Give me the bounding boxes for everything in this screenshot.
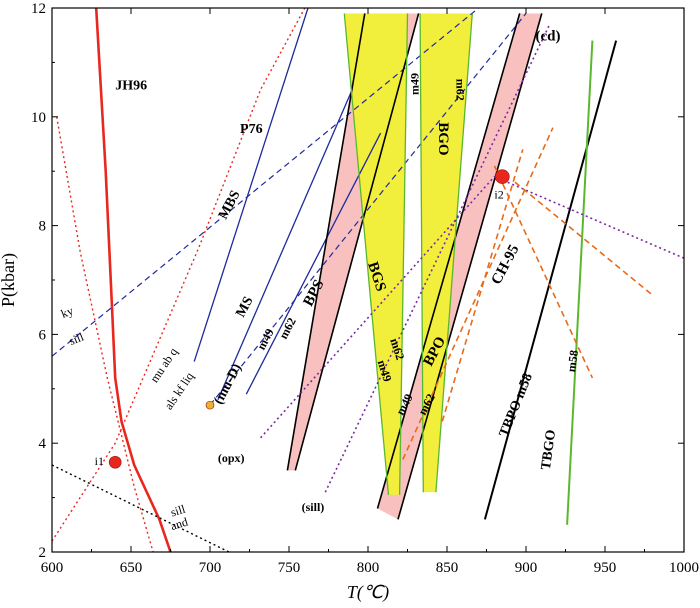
annotation-m62-12: m62: [453, 79, 467, 101]
x-tick-label-850: 850: [436, 560, 459, 576]
line-ch-95-a: [402, 127, 554, 460]
line-ky-sill-blue-2: [209, 13, 527, 406]
line-mbs: [217, 89, 353, 400]
x-tick-label-650: 650: [120, 560, 143, 576]
annotation-i1-24: i1: [95, 454, 104, 468]
annotation-ky-26: ky: [59, 303, 75, 320]
point-i2: [494, 169, 510, 184]
annotation-m49-11: m49: [408, 73, 422, 95]
annotation-m49-5: m49: [254, 326, 277, 352]
band-bgo: [420, 13, 473, 493]
annotation-jh96-0: JH96: [115, 79, 147, 94]
y-axis-title: P(kbar): [0, 253, 19, 307]
x-tick-label-700: 700: [199, 560, 222, 576]
line-ch-95-b: [441, 149, 524, 422]
y-tick-label-2: 2: [39, 545, 47, 561]
y-tick-label-4: 4: [39, 436, 47, 452]
line-ky-sill-blue: [51, 7, 479, 357]
line-bps-m62: [294, 13, 420, 471]
annotation-p76-1: P76: [240, 122, 263, 137]
line-bgo-m49: [419, 13, 424, 493]
x-tick-label-950: 950: [594, 560, 617, 576]
point-i1: [108, 455, 122, 469]
line-tbgo-m58: [566, 40, 594, 525]
annotation-tbpo-m58-18: TBPO m58: [497, 371, 536, 439]
line-p76: [193, 7, 309, 362]
x-tick-label-1000: 1000: [669, 560, 699, 576]
bands-layer: [287, 13, 542, 520]
x-tick-label-800: 800: [357, 560, 380, 576]
points-layer: [108, 169, 510, 469]
y-tick-label-10: 10: [31, 110, 46, 126]
x-axis-ticks: 600 650 700 750 800 850 900 950 1000: [41, 8, 699, 576]
y-axis-ticks: 2 4 6 8 10 12: [31, 1, 684, 561]
line-ky-sill: [56, 116, 154, 553]
point-mu-d: [205, 400, 215, 410]
x-tick-label-900: 900: [515, 560, 538, 576]
x-tick-label-750: 750: [278, 560, 301, 576]
line-bgs-m62: [398, 13, 409, 495]
line-sill: [324, 23, 551, 493]
annotation-tbgo-19: TBGO: [539, 429, 559, 471]
y-tick-label-6: 6: [39, 327, 47, 343]
line-mu-ab-q-als-kf-liq: [51, 7, 306, 542]
x-tick-label-600: 600: [41, 560, 64, 576]
annotation-als-kf-liq-29: als kf liq: [161, 370, 196, 413]
annotation-m62-9: m62: [387, 336, 407, 361]
annotation-ms-3: MS: [233, 294, 256, 320]
band-bgs: [344, 13, 408, 495]
annotation-opx-22: (opx): [218, 451, 245, 465]
line-bgo-m62: [435, 13, 473, 493]
line-ch-95-d: [493, 165, 594, 379]
annotation-cd-17: (cd): [535, 29, 560, 45]
y-tick-label-12: 12: [31, 1, 46, 17]
y-tick-label-8: 8: [39, 219, 47, 235]
annotation-m58-20: m58: [564, 349, 581, 373]
annotation-sill-23: (sill): [302, 500, 325, 514]
line-opx: [260, 175, 685, 439]
line-bgs-m49: [343, 13, 390, 495]
annotation-sill-30: sill: [169, 502, 188, 520]
line-jh96: [94, 7, 172, 553]
line-bpo-m62: [397, 13, 543, 520]
x-axis-title: T(℃): [347, 582, 389, 603]
band-bpo: [377, 13, 542, 520]
lines-layer: [51, 7, 685, 553]
annotation-bgo-10: BGO: [435, 122, 451, 155]
annotation-ch-95-16: CH-95: [489, 242, 523, 287]
annotation-sill-27: sill: [67, 329, 86, 348]
line-tbpo-m58: [483, 40, 618, 520]
annotation-mbs-2: MBS: [216, 188, 244, 222]
annotation-i2-25: i2: [494, 187, 503, 201]
annotation-mu-ab-q-28: mu ab q: [147, 345, 180, 385]
annotation-and-31: and: [169, 515, 190, 533]
annotation-mu-d-21: (mu-D): [211, 361, 245, 407]
annotation-m49-8: m49: [375, 358, 395, 383]
line-ms: [245, 132, 382, 395]
